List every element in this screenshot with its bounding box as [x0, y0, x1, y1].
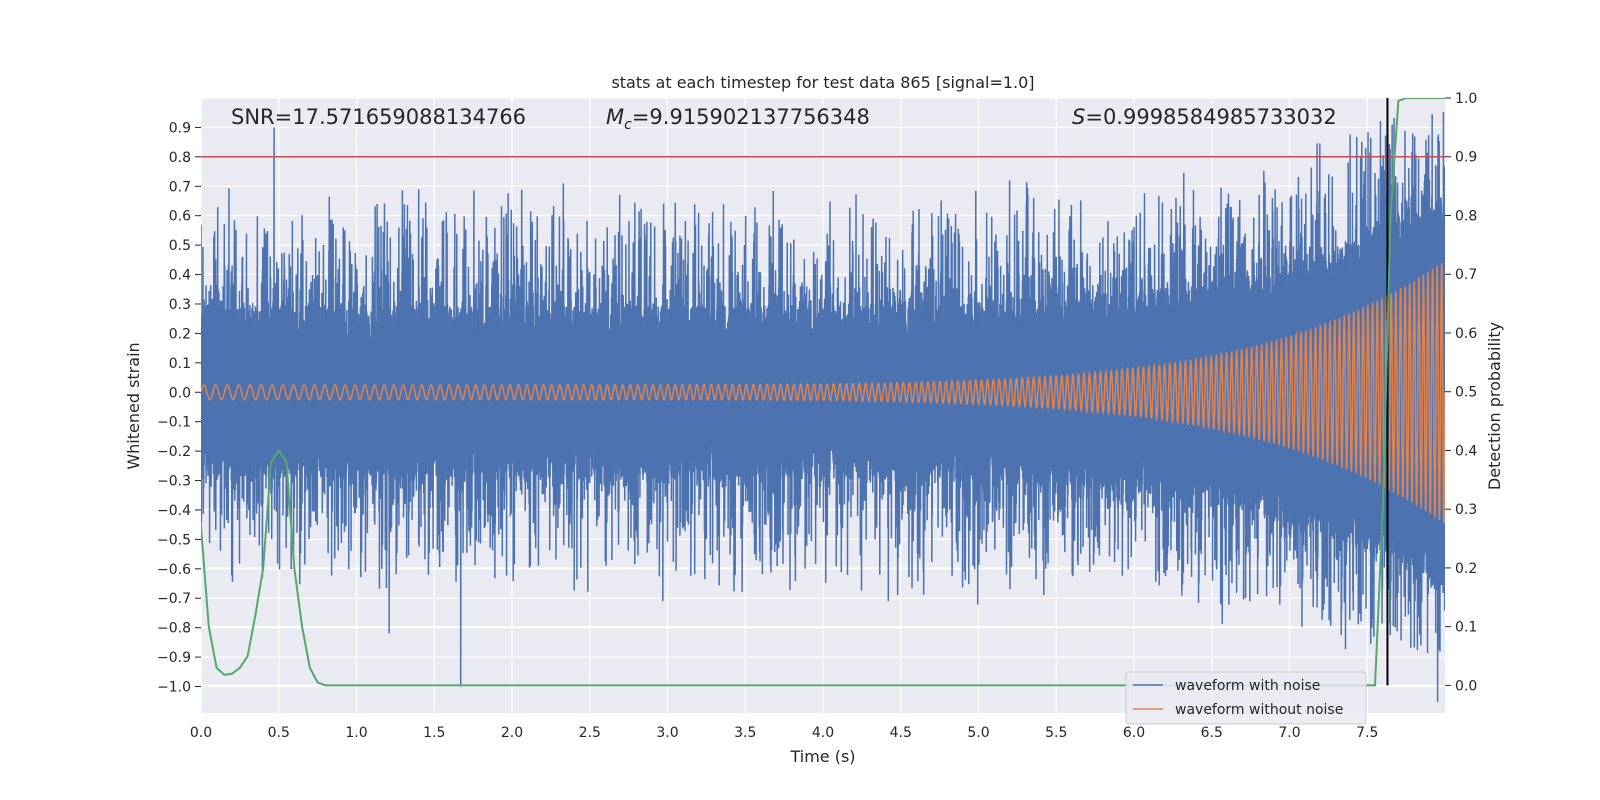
y2-tick-label: 0.6 — [1455, 326, 1477, 342]
y-tick-label: −1.0 — [157, 680, 191, 696]
chart-title: stats at each timestep for test data 865… — [611, 73, 1034, 92]
x-tick-label: 5.5 — [1045, 725, 1067, 741]
y2-axis-ticks: 1.0 0.9 0.8 0.7 0.6 0.5 0.4 0.3 0.2 0.1 0.0 — [1445, 91, 1477, 694]
y-tick-label: 0.5 — [169, 238, 191, 254]
x-tick-label: 5.0 — [967, 725, 989, 741]
y-tick-label: −0.3 — [157, 474, 191, 490]
x-tick-label: 4.0 — [812, 725, 834, 741]
y-tick-label: −0.9 — [157, 650, 191, 666]
x-tick-label: 0.5 — [268, 725, 290, 741]
y-tick-label: −0.4 — [157, 503, 191, 519]
x-tick-label: 2.0 — [501, 725, 523, 741]
y-tick-label: −0.8 — [157, 621, 191, 637]
y-tick-label: 0.4 — [169, 268, 191, 284]
y2-tick-label: 1.0 — [1455, 91, 1477, 107]
y-axis-title: Whitened strain — [124, 342, 143, 469]
y2-tick-label: 0.9 — [1455, 150, 1477, 166]
y-tick-label: 0.3 — [169, 297, 191, 313]
x-tick-label: 7.5 — [1356, 725, 1378, 741]
x-axis-title: Time (s) — [789, 747, 855, 766]
y-tick-label: 0.0 — [169, 385, 191, 401]
y-tick-label: 0.8 — [169, 150, 191, 166]
y2-tick-label: 0.1 — [1455, 620, 1477, 636]
y2-tick-label: 0.0 — [1455, 678, 1477, 694]
y-tick-label: 0.9 — [169, 120, 191, 136]
y-tick-label: −0.1 — [157, 415, 191, 431]
y2-tick-label: 0.7 — [1455, 267, 1477, 283]
detection-probability-line — [201, 98, 1445, 687]
y2-tick-label: 0.3 — [1455, 502, 1477, 518]
legend-label-clean: waveform without noise — [1175, 702, 1343, 718]
snr-stat: SNR=17.571659088134766 — [231, 105, 526, 129]
y-tick-label: −0.7 — [157, 591, 191, 607]
y-tick-label: −0.5 — [157, 532, 191, 548]
waveform-without-noise-line — [201, 263, 1445, 525]
plot-area — [201, 98, 1445, 702]
chirp-mass-subscript: c — [624, 117, 632, 133]
x-tick-label: 2.5 — [579, 725, 601, 741]
s-value: =0.9998584985733032 — [1085, 105, 1336, 129]
y-tick-label: 0.1 — [169, 356, 191, 372]
y2-tick-label: 0.8 — [1455, 208, 1477, 224]
legend-label-noise: waveform with noise — [1175, 678, 1320, 694]
chirp-mass-symbol: M — [606, 105, 624, 129]
y-tick-label: −0.6 — [157, 562, 191, 578]
x-tick-label: 7.0 — [1278, 725, 1300, 741]
y-tick-label: −0.2 — [157, 444, 191, 460]
y2-tick-label: 0.5 — [1455, 385, 1477, 401]
x-tick-label: 6.5 — [1201, 725, 1223, 741]
y-tick-label: 0.2 — [169, 326, 191, 342]
y2-tick-label: 0.2 — [1455, 561, 1477, 577]
x-tick-label: 0.0 — [190, 725, 212, 741]
y-tick-label: 0.7 — [169, 179, 191, 195]
legend-box — [1125, 671, 1367, 725]
legend: waveform with noise waveform without noi… — [1125, 671, 1367, 725]
x-tick-label: 3.0 — [656, 725, 678, 741]
s-symbol: S — [1072, 105, 1085, 129]
x-axis-ticks: 0.0 0.5 1.0 1.5 2.0 2.5 3.0 3.5 4.0 4.5 5.0 5.5 6.0 6… — [190, 725, 1379, 741]
x-tick-label: 4.5 — [890, 725, 912, 741]
y-axis-ticks: 0.9 0.8 0.7 0.6 0.5 0.4 0.3 0.2 0.1 0.0 −0.1 −0.2 −0… — [157, 120, 201, 696]
s-stat: S=0.9998584985733032 — [1072, 105, 1337, 129]
y-tick-label: 0.6 — [169, 209, 191, 225]
y2-axis-title: Detection probability — [1485, 322, 1504, 490]
x-tick-label: 1.0 — [345, 725, 367, 741]
y2-tick-label: 0.4 — [1455, 443, 1477, 459]
x-tick-label: 6.0 — [1123, 725, 1145, 741]
chirp-mass-value: =9.915902137756348 — [632, 105, 870, 129]
x-tick-label: 1.5 — [423, 725, 445, 741]
x-tick-label: 3.5 — [734, 725, 756, 741]
chirp-mass-stat: Mc=9.915902137756348 — [606, 105, 870, 133]
